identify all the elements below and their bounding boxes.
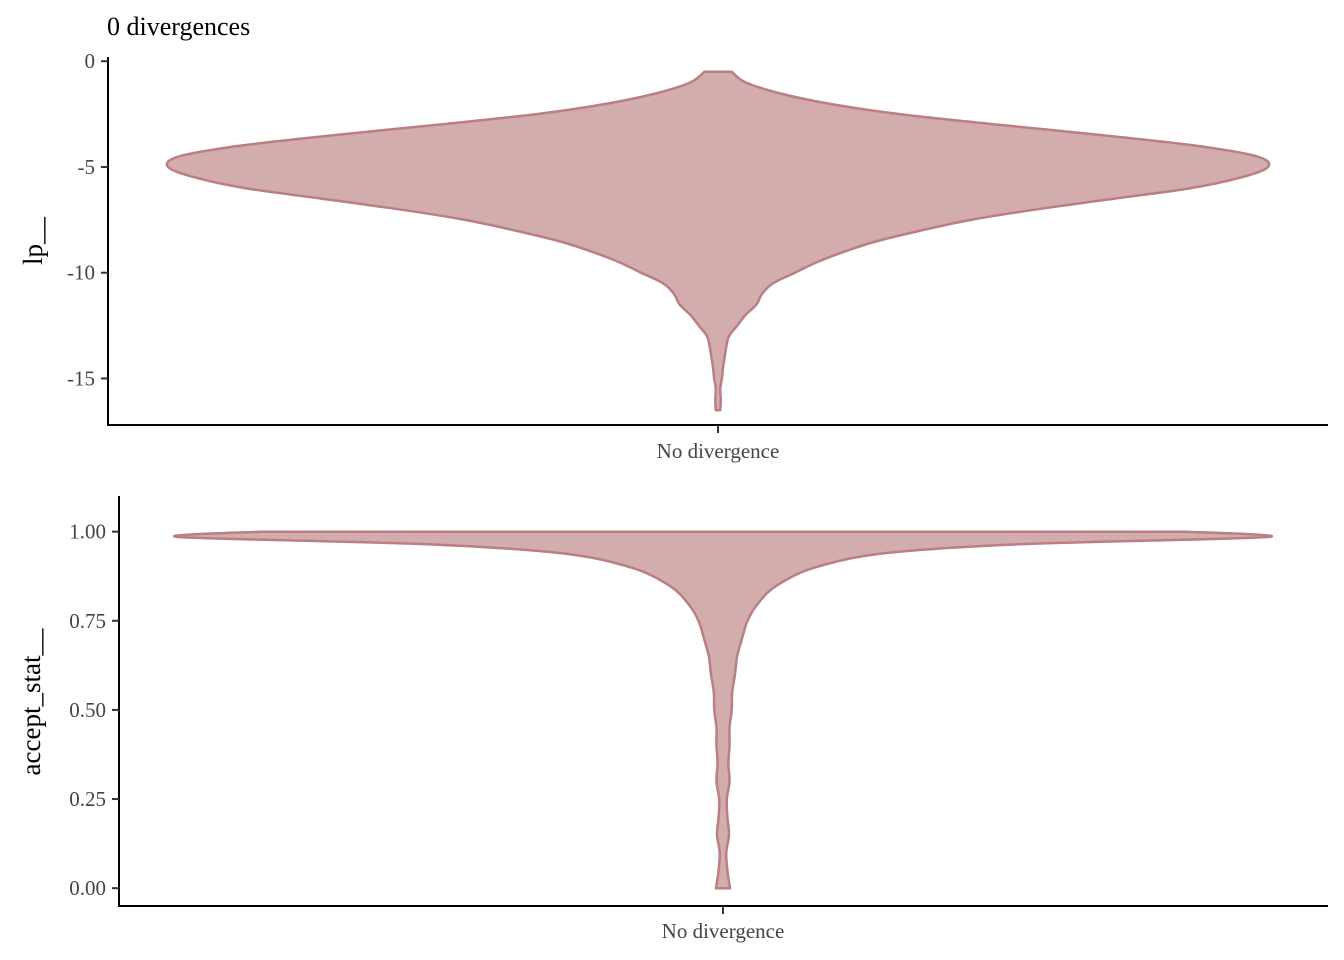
panel-lp: 0 divergences 0 -5 -10 -15 No divergence lp… [18, 12, 1328, 463]
violin-lp [165, 70, 1271, 412]
y-tick-label: -15 [67, 366, 95, 390]
y-axis-title-accept-stat: accept_stat__ [16, 628, 46, 775]
y-tick-label: 0.00 [69, 876, 106, 900]
y-ticks-lp: 0 -5 -10 -15 [67, 49, 108, 390]
x-tick-label-lp: No divergence [657, 439, 780, 463]
y-axis-title-lp: lp__ [18, 217, 48, 266]
y-tick-label: 1.00 [69, 520, 106, 544]
y-tick-label: 0.50 [69, 698, 106, 722]
y-ticks-accept-stat: 1.00 0.75 0.50 0.25 0.00 [69, 520, 119, 900]
y-tick-label: 0.75 [69, 609, 106, 633]
chart-title: 0 divergences [107, 12, 250, 41]
y-tick-label: -10 [67, 261, 95, 285]
panel-accept-stat: 1.00 0.75 0.50 0.25 0.00 No divergence accep… [16, 496, 1328, 943]
y-tick-label: 0.25 [69, 787, 106, 811]
violin-accept-stat [173, 530, 1273, 890]
y-tick-label: 0 [85, 49, 96, 73]
x-tick-label-accept-stat: No divergence [662, 919, 785, 943]
y-tick-label: -5 [78, 155, 96, 179]
